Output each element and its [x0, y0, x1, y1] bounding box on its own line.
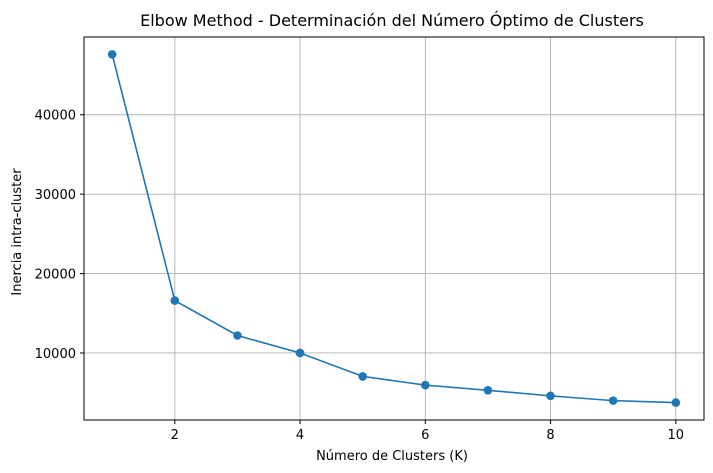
grid [84, 37, 704, 420]
x-tick-label: 6 [421, 428, 429, 443]
data-point [608, 396, 618, 405]
x-tick-label: 10 [668, 428, 685, 443]
data-point [358, 372, 367, 381]
x-tick-label: 8 [546, 428, 554, 443]
series-line [111, 54, 676, 404]
y-axis-label: Inercia intra-cluster [10, 168, 25, 296]
y-tick-label: 30000 [35, 188, 76, 203]
chart-title: Elbow Method - Determinación del Número … [140, 11, 644, 30]
series-layer [107, 50, 681, 407]
data-point [233, 331, 242, 340]
data-point [421, 380, 430, 390]
y-tick-label: 20000 [35, 268, 76, 283]
y-tick-label: 40000 [35, 109, 76, 124]
data-point [295, 348, 305, 358]
data-point [170, 296, 180, 305]
x-tick-label: 4 [296, 428, 304, 443]
data-point [546, 391, 555, 401]
axes: 2 4 6 8 10 10000 20000 30000 40000 [35, 36, 705, 443]
data-point [671, 398, 681, 407]
x-axis-label: Número de Clusters (K) [316, 449, 468, 464]
data-point [107, 50, 117, 59]
plot-frame [83, 36, 705, 421]
data-point [483, 386, 493, 395]
y-tick-label: 10000 [35, 347, 76, 362]
x-tick-label: 2 [171, 428, 179, 443]
